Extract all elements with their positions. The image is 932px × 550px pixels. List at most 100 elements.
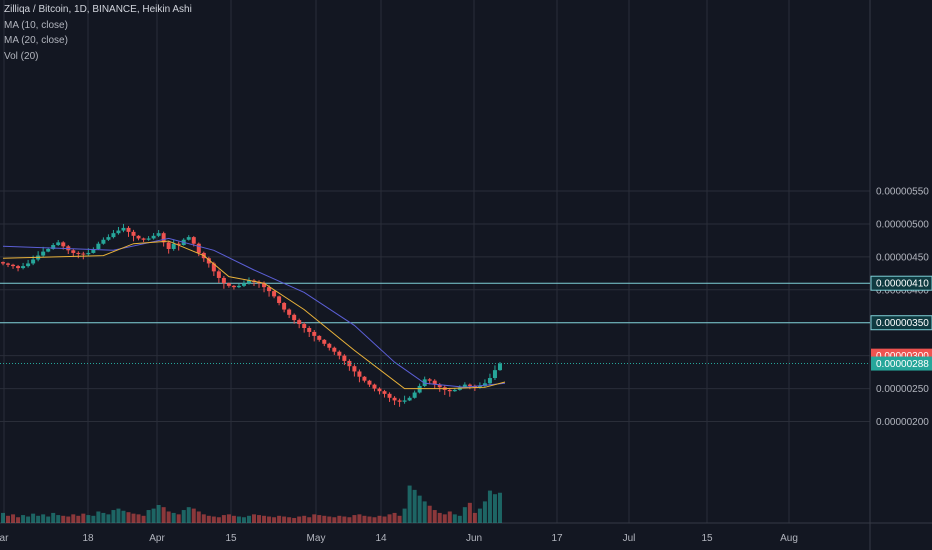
candle-body[interactable] [146,238,151,240]
candle-body[interactable] [176,243,181,246]
candle-body[interactable] [71,250,76,253]
candle-body[interactable] [377,388,382,392]
candle-body[interactable] [11,264,16,267]
candle-body[interactable] [126,227,131,232]
candle-body[interactable] [482,383,487,386]
indicator-ma10[interactable]: MA (10, close) [4,19,68,31]
indicator-volume[interactable]: Vol (20) [4,50,39,62]
candle-body[interactable] [91,248,96,253]
candle-body[interactable] [31,259,36,264]
candle-body[interactable] [392,397,397,401]
candle-body[interactable] [56,242,61,246]
candle-body[interactable] [437,384,442,388]
candle-body[interactable] [432,380,437,385]
candle-body[interactable] [171,243,176,249]
candle-body[interactable] [412,392,417,398]
candle-body[interactable] [116,230,121,234]
candle-body[interactable] [236,285,241,288]
candle-body[interactable] [367,380,372,385]
candle-body[interactable] [347,360,352,367]
candle-body[interactable] [241,283,246,286]
candle-body[interactable] [131,231,136,236]
candle-body[interactable] [136,235,141,239]
candle-body[interactable] [497,363,502,371]
candle-body[interactable] [161,233,166,243]
candle-body[interactable] [6,263,11,265]
symbol-title[interactable]: Zilliqa / Bitcoin, 1D, BINANCE, Heikin A… [4,4,192,15]
candle-body[interactable] [156,233,161,236]
candle-body[interactable] [307,327,312,332]
candle-body[interactable] [86,252,91,255]
candle-body[interactable] [26,263,31,267]
candle-body[interactable] [272,291,277,297]
candle-body[interactable] [427,379,432,381]
candle-body[interactable] [111,233,116,238]
candle-body[interactable] [487,378,492,384]
candle-body[interactable] [292,314,297,321]
candle-body[interactable] [352,366,357,372]
candle-body[interactable] [477,385,482,388]
candle-body[interactable] [211,263,216,272]
candle-body[interactable] [21,266,26,269]
candle-body[interactable] [387,393,392,398]
candle-body[interactable] [317,335,322,340]
candle-body[interactable] [277,296,282,303]
candle-body[interactable] [357,371,362,377]
candle-body[interactable] [462,384,467,388]
candle-body[interactable] [327,343,332,348]
candle-body[interactable] [191,237,196,244]
candle-body[interactable] [96,243,101,249]
price-axis[interactable]: 0.00000550 0.00000500 0.00000450 0.00000400… [870,187,932,428]
candle-body[interactable] [262,283,267,288]
candle-body[interactable] [372,384,377,389]
candle-body[interactable] [216,271,221,278]
candle-body[interactable] [101,239,106,244]
horizontal-levels[interactable] [0,282,870,324]
candle-body[interactable] [61,242,66,247]
candle-body[interactable] [267,287,272,292]
candle-body[interactable] [51,245,56,249]
candle-body[interactable] [246,280,251,284]
candle-body[interactable] [206,258,211,264]
candle-body[interactable] [1,262,5,264]
current-price-tag[interactable] [871,356,932,371]
candle-body[interactable] [287,309,292,315]
candle-body[interactable] [231,285,236,288]
candle-body[interactable] [312,331,317,336]
candle-body[interactable] [362,376,367,381]
candle-body[interactable] [382,391,387,394]
candle-body[interactable] [282,302,287,310]
level-price-tag[interactable] [870,275,932,291]
candle-body[interactable] [46,248,51,252]
candle-body[interactable] [407,397,412,401]
candle-body[interactable] [186,237,191,240]
candle-body[interactable] [417,385,422,393]
candle-body[interactable] [402,400,407,402]
candle-body[interactable] [332,347,337,352]
candle-body[interactable] [121,227,126,231]
candle-body[interactable] [297,320,302,325]
candle-body[interactable] [221,277,226,284]
candle-body[interactable] [342,355,347,361]
candle-body[interactable] [196,243,201,253]
candle-body[interactable] [76,252,81,254]
candle-body[interactable] [141,238,146,240]
candle-body[interactable] [151,235,156,239]
candle-body[interactable] [16,266,21,269]
indicator-ma20[interactable]: MA (20, close) [4,35,68,46]
time-axis[interactable]: ar 18 Apr 15 May 14 Jun 17 Jul 15 Aug [0,533,798,544]
candle-body[interactable] [447,389,452,392]
candle-body[interactable] [322,339,327,344]
candle-body[interactable] [337,351,342,356]
candle-body[interactable] [397,400,402,402]
candle-body[interactable] [41,251,46,256]
candle-body[interactable] [467,384,472,386]
candle-body[interactable] [492,370,497,379]
candles[interactable] [1,223,502,407]
candle-body[interactable] [106,237,111,240]
candle-body[interactable] [452,389,457,392]
level-price-tag[interactable] [870,315,932,331]
candle-body[interactable] [81,253,86,255]
candle-body[interactable] [226,283,231,286]
